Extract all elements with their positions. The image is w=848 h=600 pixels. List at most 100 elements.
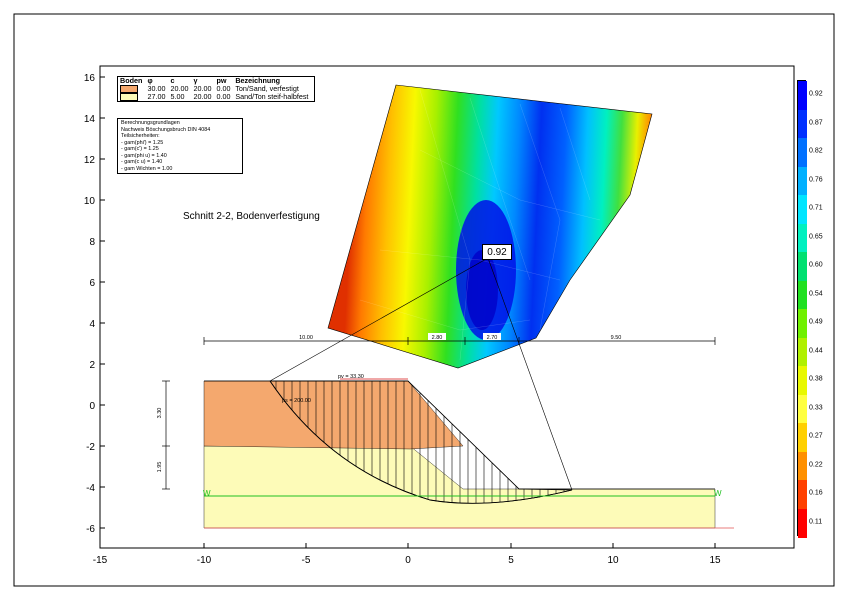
slip-circle-radius-lines [269,257,573,491]
basis-factor: - gam(c') = 1.25 [121,146,159,152]
basis-factor: - gam Wichten = 1.00 [121,165,173,172]
soil-swatch [120,85,138,94]
y-tick-label: 6 [89,278,95,289]
legend-pw: 0.00 [216,84,231,94]
horizontal-dimensions [203,337,716,345]
legend-name: Sand/Ton steif-halbfest [235,92,309,102]
color-scale-label: 0.87 [809,119,823,127]
color-scale-segment [798,109,807,139]
dimension-label: 10.00 [299,335,313,341]
x-tick-label: -15 [93,555,108,566]
legend-pw: 0.00 [216,92,231,102]
color-scale-label: 0.54 [809,290,823,298]
dimension-label: 2.70 [487,335,498,341]
color-scale-label: 0.38 [809,375,823,383]
y-tick-label: -2 [86,442,95,453]
color-scale-label: 0.33 [809,404,823,412]
plot-frame [99,65,795,549]
color-scale-bar [797,80,807,538]
color-scale-segment [798,166,807,196]
page-frame [13,13,835,587]
color-scale-segment [798,451,807,481]
y-tick-label: 14 [84,114,96,125]
water-level: W W [203,489,722,498]
color-scale-segment [798,195,807,224]
basis-standard: Nachweis Böschungsbruch DIN 4084 [121,126,211,133]
surface-load: pv = 33.30 ps = 200.00 [282,374,408,404]
x-axis [99,543,716,548]
legend-header-pw: pw [216,76,227,85]
vertical-dimensions [162,380,170,490]
color-scale-segment [798,280,807,310]
dimension-label: 1.95 [157,462,163,473]
color-scale-segment [798,423,807,452]
color-scale-segment [798,138,807,167]
legend-gamma: 20.00 [193,84,212,94]
basis-factor: - gam(phi u) = 1.40 [121,152,167,159]
color-scale-segment [798,223,807,253]
color-scale-label: 0.82 [809,147,823,155]
basis-factor: - gam(phi') = 1.25 [121,139,164,146]
y-tick-label: 4 [89,319,95,330]
basis-factors-title: Teilsicherheiten: [121,133,160,139]
color-scale-label: 0.76 [809,176,823,184]
color-scale-label: 0.71 [809,204,823,212]
color-scale-label: 0.11 [809,518,823,526]
dimension-label: 3.30 [157,408,163,419]
color-scale-label: 0.65 [809,233,823,241]
y-tick-label: -6 [86,524,95,535]
color-scale-label: 0.92 [809,90,823,98]
color-scale-label: 0.44 [809,347,823,355]
y-tick-label: 16 [84,73,96,84]
x-tick-label: -10 [197,555,212,566]
x-tick-label: -5 [302,555,311,566]
max-factor-label: 0.92 [482,244,512,260]
legend-name: Ton/Sand, verfestigt [235,84,299,94]
legend-c: 5.00 [170,92,185,102]
load-pv-label: pv = 33.30 [338,374,364,380]
legend-row: 27.00 5.00 20.00 0.00 Sand/Ton steif-hal… [118,92,314,102]
legend-row: 30.00 20.00 20.00 0.00 Ton/Sand, verfest… [118,84,314,94]
dimension-label: 9.50 [611,335,622,341]
color-scale-segment [798,480,807,509]
calculation-basis-box: Berechnungsgrundlagen Nachweis Böschungs… [117,118,243,174]
legend-header-phi: φ [147,76,153,85]
x-tick-label: 10 [607,555,619,566]
color-scale-segment [798,394,807,424]
color-scale-segment [798,252,807,281]
water-marker: W [203,489,211,498]
color-scale-segment [798,81,807,110]
y-tick-label: 10 [84,196,96,207]
basis-factor: - gam(c u) = 1.40 [121,159,163,165]
section-title: Schnitt 2-2, Bodenverfestigung [183,211,320,222]
y-tick-label: 8 [89,237,95,248]
legend-phi: 27.00 [147,92,166,102]
color-scale-segment [798,337,807,367]
water-marker: W [714,489,722,498]
y-tick-label: 0 [89,401,95,412]
y-axis [100,76,105,529]
safety-factor-field [327,84,653,369]
color-scale-label: 0.49 [809,318,823,326]
color-scale-segment [798,508,807,538]
load-ps-label: ps = 200.00 [282,398,311,404]
y-tick-label: 2 [89,360,95,371]
slip-body [269,380,573,504]
legend-header-gamma: γ [193,76,198,85]
y-tick-label: 12 [84,155,96,166]
soil-swatch [120,93,138,102]
y-tick-label: -4 [86,483,95,494]
legend-header-name: Bezeichnung [235,76,281,85]
legend-c: 20.00 [170,84,189,94]
color-scale: 0.92 0.87 0.82 0.76 0.71 0.65 0.60 0.54 0.49 0.44… [797,80,823,538]
color-scale-label: 0.16 [809,489,823,497]
color-scale-label: 0.60 [809,261,823,269]
dimension-label: 2.80 [432,335,443,341]
x-tick-label: 0 [405,555,411,566]
soil-legend: Boden φ c γ pw Bezeichnung 30.00 20.00 2… [117,76,315,102]
legend-header-c: c [170,76,175,85]
basis-title: Berechnungsgrundlagen [121,120,180,126]
color-scale-label: 0.22 [809,461,823,469]
legend-gamma: 20.00 [193,92,212,102]
